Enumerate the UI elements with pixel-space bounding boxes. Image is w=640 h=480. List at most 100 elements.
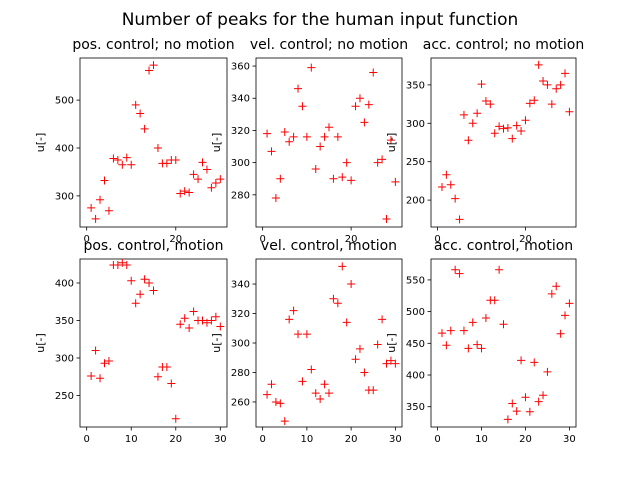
- x-tick-label: 10: [301, 434, 314, 445]
- data-point-marker: [391, 177, 400, 186]
- data-point-marker: [276, 399, 285, 408]
- data-point-marker: [87, 372, 96, 380]
- data-point-marker: [180, 314, 189, 323]
- data-point-marker: [521, 393, 530, 402]
- data-point-marker: [194, 175, 203, 184]
- data-point-marker: [316, 395, 325, 403]
- data-point-marker: [451, 194, 460, 203]
- subplot-title: vel. control, motion: [261, 238, 397, 254]
- data-point-marker: [347, 176, 356, 185]
- x-tick-label: 0: [259, 434, 265, 445]
- data-point-marker: [136, 109, 145, 118]
- x-tick-label: 0: [259, 234, 265, 245]
- data-point-marker: [136, 290, 145, 299]
- data-point-marker: [311, 165, 320, 174]
- data-point-marker: [503, 123, 512, 132]
- data-point-marker: [180, 187, 189, 196]
- subplot-title: pos. control, motion: [83, 238, 223, 254]
- data-point-marker: [280, 128, 289, 137]
- data-point-marker: [547, 289, 556, 298]
- axes-frame: [430, 57, 577, 228]
- data-point-marker: [565, 299, 574, 308]
- y-tick-label: 320: [231, 309, 250, 320]
- data-point-marker: [373, 340, 382, 349]
- data-point-marker: [216, 322, 225, 331]
- data-point-marker: [162, 159, 171, 168]
- data-point-marker: [464, 136, 473, 145]
- data-point-marker: [351, 102, 360, 111]
- x-tick-label: 20: [345, 234, 358, 245]
- data-point-marker: [481, 313, 490, 322]
- data-point-marker: [298, 102, 307, 111]
- data-point-marker: [508, 399, 517, 408]
- x-tick-label: 30: [389, 434, 402, 445]
- data-point-marker: [100, 176, 109, 185]
- data-point-marker: [351, 355, 360, 364]
- data-point-marker: [378, 155, 387, 164]
- y-tick-label: 400: [55, 144, 74, 155]
- x-tick-label: 20: [169, 234, 182, 245]
- data-point-marker: [382, 359, 391, 368]
- data-point-marker: [202, 165, 211, 174]
- data-point-marker: [517, 356, 526, 365]
- data-point-marker: [104, 357, 113, 365]
- data-point-marker: [267, 147, 276, 156]
- data-point-marker: [276, 174, 285, 183]
- data-point-marker: [329, 294, 338, 303]
- data-point-marker: [263, 390, 272, 399]
- data-point-marker: [382, 214, 391, 223]
- data-point-marker: [355, 94, 364, 103]
- data-point-marker: [552, 282, 561, 291]
- data-point-marker: [104, 206, 113, 215]
- data-point-marker: [96, 374, 105, 383]
- y-tick-label: 300: [55, 354, 74, 365]
- axes-frame: [79, 57, 228, 228]
- y-tick-label: 400: [406, 371, 425, 382]
- subplot-5: 0 10 20 30 260 280 300 320 340 u[-] vel. control, …: [210, 238, 403, 445]
- y-tick-label: 250: [55, 391, 74, 402]
- data-point-marker: [320, 132, 329, 141]
- data-point-marker: [543, 367, 552, 376]
- data-point-marker: [198, 316, 207, 325]
- data-point-marker: [185, 324, 194, 332]
- data-point-marker: [176, 189, 185, 198]
- data-point-marker: [499, 320, 508, 329]
- subplot-title: vel. control; no motion: [250, 37, 408, 53]
- axes-frame: [430, 258, 577, 428]
- data-point-marker: [289, 132, 298, 141]
- y-axis-label: u[-]: [385, 133, 398, 153]
- data-point-marker: [302, 132, 311, 141]
- y-tick-label: 320: [231, 126, 250, 137]
- data-point-marker: [556, 329, 565, 338]
- data-point-marker: [547, 100, 556, 109]
- data-point-marker: [446, 180, 455, 189]
- data-point-marker: [477, 80, 486, 89]
- subplot-title: acc. control, motion: [434, 238, 573, 254]
- data-point-marker: [118, 258, 127, 267]
- subplot-2: 0 20 280 300 320 340 360 u[-] vel. control; no m…: [210, 37, 408, 245]
- data-point-marker: [386, 356, 395, 365]
- y-tick-label: 500: [55, 96, 74, 107]
- y-tick-label: 300: [231, 158, 250, 169]
- data-point-marker: [325, 389, 333, 398]
- data-point-marker: [118, 160, 127, 169]
- data-point-marker: [386, 136, 395, 145]
- y-axis-label: u[-]: [34, 333, 47, 353]
- data-point-marker: [113, 155, 122, 164]
- data-point-marker: [364, 100, 373, 109]
- data-point-marker: [311, 389, 320, 398]
- data-point-marker: [109, 154, 118, 163]
- data-point-marker: [189, 170, 198, 179]
- data-point-marker: [499, 124, 508, 133]
- data-point-marker: [437, 329, 446, 338]
- data-point-marker: [216, 175, 225, 184]
- data-point-marker: [294, 84, 303, 93]
- x-tick-label: 10: [475, 434, 488, 445]
- data-point-marker: [122, 153, 131, 162]
- data-point-marker: [446, 326, 455, 335]
- data-point-marker: [530, 358, 539, 367]
- data-point-marker: [185, 188, 194, 197]
- y-tick-label: 500: [406, 307, 425, 318]
- data-point-marker: [153, 144, 162, 153]
